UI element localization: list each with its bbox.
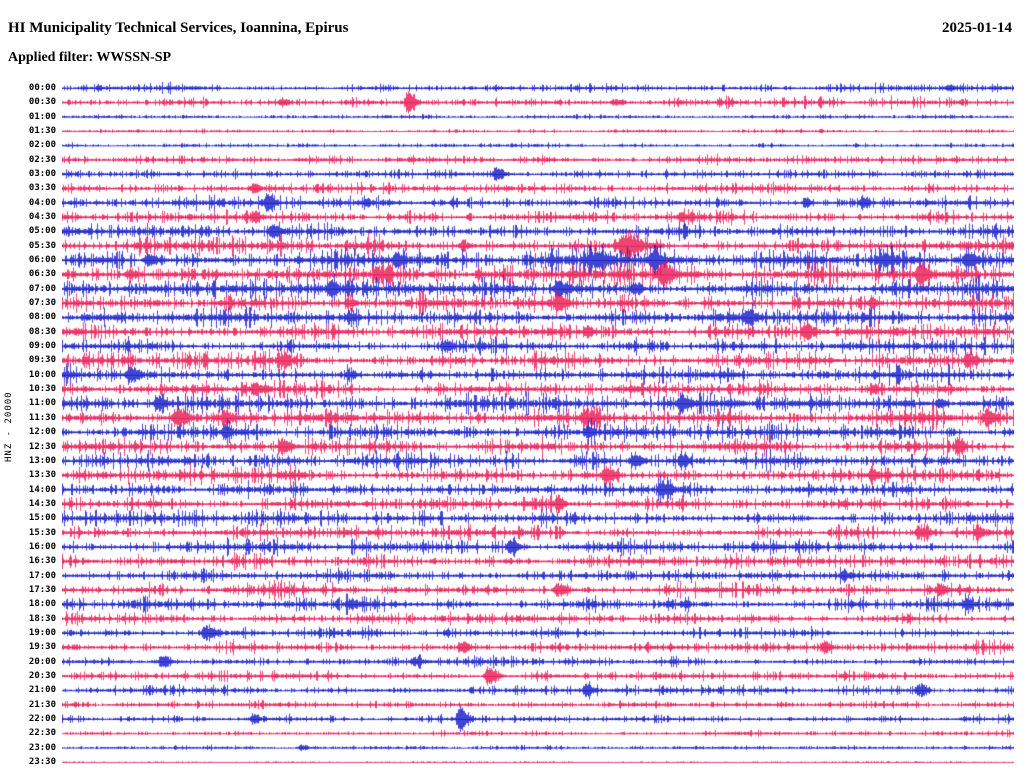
time-label: 16:30 bbox=[28, 556, 56, 567]
time-label: 18:00 bbox=[28, 599, 56, 610]
time-label: 01:30 bbox=[28, 126, 56, 137]
time-label: 05:30 bbox=[28, 240, 56, 251]
time-label: 14:30 bbox=[28, 498, 56, 509]
time-label: 19:00 bbox=[28, 627, 56, 638]
time-label: 11:30 bbox=[28, 412, 56, 423]
time-label: 05:00 bbox=[28, 226, 56, 237]
time-label: 23:00 bbox=[28, 742, 56, 753]
time-label: 08:00 bbox=[28, 312, 56, 323]
time-label: 12:00 bbox=[28, 427, 56, 438]
filter-label: Applied filter: WWSSN-SP bbox=[8, 50, 172, 65]
time-label: 04:00 bbox=[28, 197, 56, 208]
time-label: 07:00 bbox=[28, 283, 56, 294]
time-label: 02:30 bbox=[28, 154, 56, 165]
time-label: 21:30 bbox=[28, 699, 56, 710]
time-label: 20:00 bbox=[28, 656, 56, 667]
time-label: 06:00 bbox=[28, 255, 56, 266]
header-date: 2025-01-14 bbox=[942, 20, 1012, 36]
time-label: 15:30 bbox=[28, 527, 56, 538]
time-label: 22:30 bbox=[28, 728, 56, 739]
time-label: 06:30 bbox=[28, 269, 56, 280]
time-label: 13:00 bbox=[28, 455, 56, 466]
time-label: 00:30 bbox=[28, 97, 56, 108]
time-label: 10:30 bbox=[28, 384, 56, 395]
time-label: 00:00 bbox=[28, 83, 56, 93]
time-label: 17:30 bbox=[28, 584, 56, 595]
time-label: 12:30 bbox=[28, 441, 56, 452]
time-label: 01:00 bbox=[28, 111, 56, 122]
time-label: 17:00 bbox=[28, 570, 56, 581]
helicorder-canvas bbox=[62, 80, 1014, 780]
time-label: 18:30 bbox=[28, 613, 56, 624]
time-label: 22:00 bbox=[28, 713, 56, 724]
time-label: 02:00 bbox=[28, 140, 56, 151]
time-label: 09:30 bbox=[28, 355, 56, 366]
page-title: HI Municipality Technical Services, Ioan… bbox=[8, 20, 349, 36]
time-label: 11:00 bbox=[28, 398, 56, 409]
time-label: 07:30 bbox=[28, 298, 56, 309]
time-label: 16:00 bbox=[28, 541, 56, 552]
time-label: 21:00 bbox=[28, 685, 56, 696]
time-label: 15:00 bbox=[28, 513, 56, 524]
time-label: 14:00 bbox=[28, 484, 56, 495]
time-label: 20:30 bbox=[28, 670, 56, 681]
time-label: 04:30 bbox=[28, 212, 56, 223]
time-label: 19:30 bbox=[28, 642, 56, 653]
time-label: 10:00 bbox=[28, 369, 56, 380]
time-label: 03:30 bbox=[28, 183, 56, 194]
time-label: 03:00 bbox=[28, 169, 56, 180]
time-label: 08:30 bbox=[28, 326, 56, 337]
time-label: 23:30 bbox=[28, 756, 56, 767]
time-label: 09:00 bbox=[28, 341, 56, 352]
time-label: 13:30 bbox=[28, 470, 56, 481]
